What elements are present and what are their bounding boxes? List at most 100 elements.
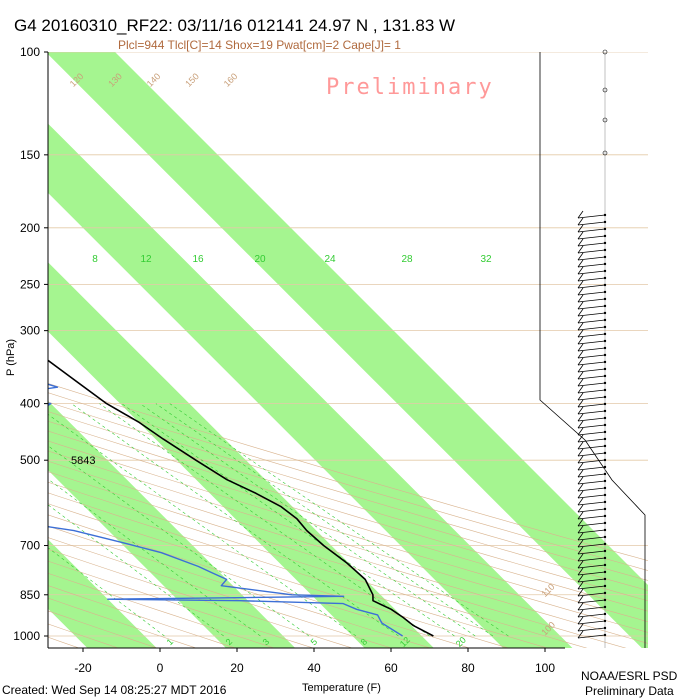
wind-barb	[577, 490, 607, 499]
wind-barb	[577, 413, 607, 422]
dry-adiabat	[48, 503, 510, 648]
dry-adiabat	[48, 420, 648, 602]
wind-barb	[577, 441, 607, 450]
wind-barb-point	[603, 395, 607, 399]
wind-barb	[577, 609, 607, 618]
dry-adiabat	[48, 411, 648, 591]
wind-barb-flag	[577, 574, 584, 583]
wind-barb	[577, 406, 607, 415]
wind-barb-flag	[577, 609, 584, 618]
wind-barb-point	[603, 612, 607, 616]
wind-barb-flag	[577, 364, 584, 373]
mixing-ratio-label: 5	[309, 637, 320, 648]
wind-barb	[577, 287, 607, 296]
wind-barb-point	[603, 213, 607, 217]
wind-barb-point	[603, 227, 607, 231]
wind-barb-staff	[577, 627, 606, 632]
wind-barb-flag	[577, 441, 584, 450]
wind-barb-flag	[577, 322, 584, 331]
sounding-series	[48, 359, 434, 637]
dry-adiabat	[48, 585, 237, 648]
wind-barb-staff	[577, 487, 606, 492]
wind-barb-staff	[577, 291, 606, 296]
wind-barb-flag	[577, 553, 584, 562]
wind-barb-point	[603, 318, 607, 322]
wind-barb	[577, 504, 607, 513]
wind-barb	[577, 322, 607, 331]
wind-barb-flag	[577, 602, 584, 611]
wind-barb-staff	[577, 326, 606, 331]
wind-barb-staff	[577, 438, 606, 443]
mixing-ratio-line	[48, 504, 224, 637]
wind-barb-flag	[577, 287, 584, 296]
wind-barb-point	[603, 290, 607, 294]
mixing-ratio-label: 16	[192, 254, 204, 265]
wind-barb-staff	[577, 298, 606, 303]
wind-barb-flag	[577, 231, 584, 240]
dry-adiabat	[48, 548, 354, 648]
dry-adiabat	[48, 572, 276, 648]
temperature-line	[48, 359, 434, 637]
wind-barb-staff	[577, 319, 606, 324]
wind-barb	[577, 567, 607, 576]
wind-barb-flag	[577, 427, 584, 436]
wind-barb-point	[603, 584, 607, 588]
wind-barb	[577, 224, 607, 233]
wind-barb-point	[603, 542, 607, 546]
wind-barb-point	[603, 549, 607, 553]
calm-wind-marker	[602, 49, 608, 55]
wind-barb-staff	[577, 340, 606, 345]
calm-wind-marker	[602, 150, 608, 156]
wind-barb	[577, 623, 607, 632]
wind-barb-flag	[577, 560, 584, 569]
wind-barb	[577, 588, 607, 597]
wind-barb-point	[603, 269, 607, 273]
wind-barb-flag	[577, 343, 584, 352]
wind-barb-staff	[577, 522, 606, 527]
wind-barb-flag	[577, 616, 584, 625]
wind-barb-point	[603, 332, 607, 336]
mixing-ratio-line	[169, 403, 509, 637]
wind-barb-flag	[577, 623, 584, 632]
wind-barb	[577, 357, 607, 366]
preliminary-watermark: Preliminary	[326, 75, 494, 100]
wind-barb-point	[603, 556, 607, 560]
wind-barb-flag	[577, 595, 584, 604]
dry-adiabat	[48, 383, 648, 561]
mixing-ratio-label: 12	[140, 254, 152, 265]
dry-adiabat	[48, 471, 627, 648]
wind-barb	[577, 511, 607, 520]
dry-adiabat	[48, 597, 197, 648]
dry-adiabat	[48, 392, 648, 571]
wind-barb-staff	[577, 396, 606, 401]
wind-barb-flag	[577, 392, 584, 401]
wind-barb-flag	[577, 273, 584, 282]
mixing-ratio-label: 8	[359, 637, 370, 648]
wind-barb-staff	[577, 249, 606, 254]
wind-barb	[577, 273, 607, 282]
wind-barb-flag	[577, 406, 584, 415]
wind-barb-flag	[577, 588, 584, 597]
y-tick-label: 500	[20, 453, 40, 467]
x-axis-label: Temperature (F)	[302, 682, 381, 694]
wind-barb-point	[603, 444, 607, 448]
wind-barb	[577, 539, 607, 548]
dry-adiabat	[48, 440, 648, 623]
y-tick-label: 1000	[13, 629, 40, 643]
wind-barb	[577, 280, 607, 289]
dry-adiabat	[48, 430, 648, 612]
wind-barb-point	[603, 577, 607, 581]
wind-barb-point	[603, 451, 607, 455]
wind-barb-flag	[577, 532, 584, 541]
wind-barb-point	[603, 416, 607, 420]
y-tick-label: 250	[20, 277, 40, 291]
wind-barb-flag	[577, 378, 584, 387]
wind-barb	[577, 329, 607, 338]
wind-barb-staff	[577, 613, 606, 618]
wind-barb	[577, 574, 607, 583]
x-tick-label: -20	[74, 661, 92, 675]
wind-barb-point	[603, 255, 607, 259]
wind-barb	[577, 266, 607, 275]
wind-barb	[577, 217, 607, 226]
wind-barb-flag	[577, 301, 584, 310]
